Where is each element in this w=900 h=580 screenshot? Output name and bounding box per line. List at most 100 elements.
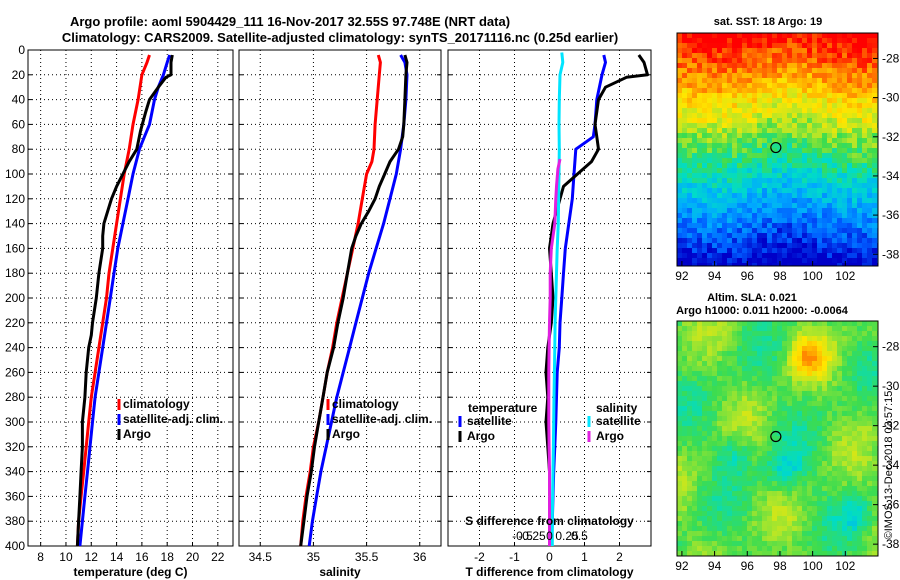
map-cell <box>732 58 737 63</box>
map-cell <box>712 451 717 456</box>
map-cell <box>732 138 737 143</box>
map-cell <box>737 38 742 43</box>
map-cell <box>722 38 727 43</box>
map-cell <box>857 228 862 233</box>
map-cell <box>677 386 682 391</box>
map-cell <box>772 253 777 258</box>
map-cell <box>717 351 722 356</box>
map-cell <box>732 341 737 346</box>
map-cell <box>752 263 757 266</box>
map-cell <box>867 118 872 123</box>
map-cell <box>767 491 772 496</box>
map-cell <box>742 356 747 361</box>
map-cell <box>682 386 687 391</box>
map-cell <box>867 391 872 396</box>
map-cell <box>822 416 827 421</box>
map-cell <box>727 536 732 541</box>
map-cell <box>742 193 747 198</box>
map-cell <box>867 183 872 188</box>
map-cell <box>752 213 757 218</box>
map-cell <box>702 203 707 208</box>
map-cell <box>832 148 837 153</box>
map-cell <box>837 193 842 198</box>
map-cell <box>822 118 827 123</box>
map-cell <box>707 193 712 198</box>
map-cell <box>737 471 742 476</box>
map-cell <box>687 143 692 148</box>
map-cell <box>697 526 702 531</box>
map-cell <box>692 103 697 108</box>
map-cell <box>777 336 782 341</box>
map-cell <box>767 203 772 208</box>
map-cell <box>757 506 762 511</box>
map-cell <box>827 158 832 163</box>
map-cell <box>747 501 752 506</box>
map-cell <box>767 33 772 38</box>
map-cell <box>817 73 822 78</box>
map-cell <box>752 411 757 416</box>
map-cell <box>827 58 832 63</box>
map-cell <box>777 466 782 471</box>
map-cell <box>777 436 782 441</box>
map-cell <box>837 148 842 153</box>
map-cell <box>687 326 692 331</box>
map-cell <box>832 258 837 263</box>
map-cell <box>832 506 837 511</box>
map-cell <box>862 511 867 516</box>
map-cell <box>772 243 777 248</box>
map-cell <box>722 356 727 361</box>
map-cell <box>777 441 782 446</box>
map-cell <box>812 153 817 158</box>
map-cell <box>732 183 737 188</box>
map-cell <box>727 411 732 416</box>
map-cell <box>687 466 692 471</box>
map-cell <box>847 58 852 63</box>
depth-tick-label: 220 <box>5 316 25 330</box>
map-cell <box>807 431 812 436</box>
map-cell <box>867 93 872 98</box>
map-cell <box>862 451 867 456</box>
map-cell <box>677 516 682 521</box>
map-cell <box>762 356 767 361</box>
map-cell <box>782 98 787 103</box>
map-cell <box>687 183 692 188</box>
map-cell <box>737 258 742 263</box>
map-cell <box>802 476 807 481</box>
map-cell <box>862 551 867 556</box>
map-cell <box>682 351 687 356</box>
map-cell <box>697 546 702 551</box>
map-cell <box>767 466 772 471</box>
map-cell <box>752 123 757 128</box>
map-cell <box>857 496 862 501</box>
map-cell <box>782 456 787 461</box>
map-cell <box>692 173 697 178</box>
map-cell <box>747 386 752 391</box>
map-cell <box>687 476 692 481</box>
map-cell <box>677 551 682 556</box>
map-cell <box>692 496 697 501</box>
map-cell <box>782 406 787 411</box>
map-cell <box>702 426 707 431</box>
map-cell <box>807 158 812 163</box>
map-cell <box>862 326 867 331</box>
map-cell <box>827 371 832 376</box>
map-cell <box>762 541 767 546</box>
map-cell <box>692 481 697 486</box>
map-cell <box>832 381 837 386</box>
map-cell <box>857 168 862 173</box>
map-cell <box>797 336 802 341</box>
map-cell <box>867 83 872 88</box>
map-cell <box>837 63 842 68</box>
map-cell <box>727 466 732 471</box>
map-cell <box>727 356 732 361</box>
map-cell <box>772 541 777 546</box>
map-cell <box>822 321 827 326</box>
map-cell <box>847 173 852 178</box>
map-cell <box>712 366 717 371</box>
map-cell <box>842 346 847 351</box>
map-cell <box>832 123 837 128</box>
map-cell <box>777 496 782 501</box>
map-cell <box>872 336 877 341</box>
map-cell <box>707 248 712 253</box>
map-cell <box>762 436 767 441</box>
